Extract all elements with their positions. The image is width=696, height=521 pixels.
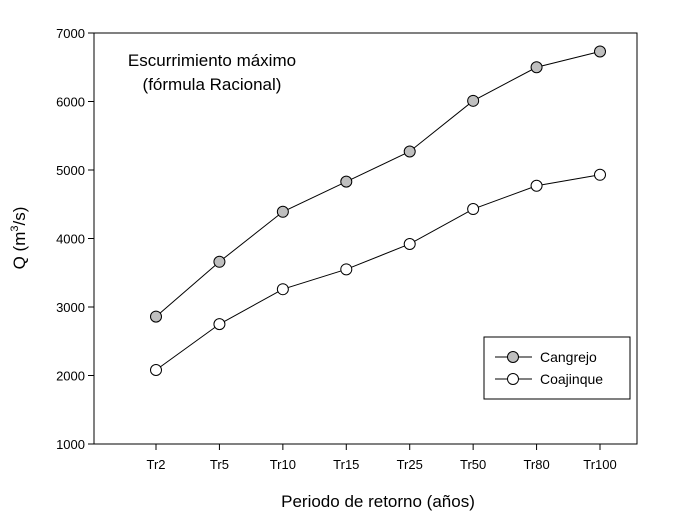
y-tick-label: 2000 xyxy=(56,369,85,384)
data-point xyxy=(276,283,289,296)
y-axis-label-prefix: Q (m xyxy=(10,232,29,270)
legend-label: Cangrejo xyxy=(540,349,597,365)
y-tick-label: 3000 xyxy=(56,300,85,315)
y-axis-label: Q (m3/s) xyxy=(9,207,29,270)
x-tick-label: Tr10 xyxy=(270,457,296,472)
data-point xyxy=(150,310,162,323)
legend: Cangrejo Coajinque xyxy=(483,336,631,400)
data-point xyxy=(467,94,480,107)
x-tick-label: Tr25 xyxy=(397,457,423,472)
y-axis: 1000 2000 3000 4000 5000 6000 7000 xyxy=(56,26,94,452)
chart-subtitle: (fórmula Racional) xyxy=(143,75,282,94)
y-tick-label: 4000 xyxy=(56,232,85,247)
x-axis-label: Periodo de retorno (años) xyxy=(281,492,475,511)
series-cangrejo xyxy=(150,45,606,323)
x-tick-label: Tr5 xyxy=(210,457,229,472)
data-point xyxy=(530,179,543,192)
data-point xyxy=(340,263,353,276)
series-line xyxy=(155,51,601,317)
y-tick-label: 1000 xyxy=(56,437,85,452)
data-point xyxy=(150,364,162,377)
x-tick-label: Tr80 xyxy=(523,457,549,472)
x-tick-label: Tr15 xyxy=(333,457,359,472)
y-tick-label: 5000 xyxy=(56,163,85,178)
data-point xyxy=(403,237,416,250)
x-tick-label: Tr50 xyxy=(460,457,486,472)
chart-title: Escurrimiento máximo xyxy=(128,51,296,70)
data-point xyxy=(340,175,353,188)
x-tick-label: Tr2 xyxy=(146,457,165,472)
series-layer xyxy=(150,45,606,377)
data-point xyxy=(213,318,226,331)
data-point xyxy=(213,255,226,268)
y-axis-label-suffix: /s) xyxy=(10,207,29,226)
y-axis-label-superscript: 3 xyxy=(9,225,21,231)
legend-marker xyxy=(507,351,519,363)
series-coajinque xyxy=(150,168,606,377)
data-point xyxy=(594,45,606,58)
legend-box xyxy=(483,336,631,400)
y-tick-label: 7000 xyxy=(56,26,85,41)
x-tick-label: Tr100 xyxy=(583,457,616,472)
legend-marker xyxy=(507,373,519,385)
legend-label: Coajinque xyxy=(540,371,603,387)
x-axis: Tr2 Tr5 Tr10 Tr15 Tr25 Tr50 Tr80 Tr100 xyxy=(146,444,617,472)
data-point xyxy=(594,168,606,181)
series-line xyxy=(155,174,601,371)
data-point xyxy=(276,205,289,218)
data-point xyxy=(467,203,480,216)
data-point xyxy=(403,145,416,158)
data-point xyxy=(530,61,543,74)
y-tick-label: 6000 xyxy=(56,95,85,110)
